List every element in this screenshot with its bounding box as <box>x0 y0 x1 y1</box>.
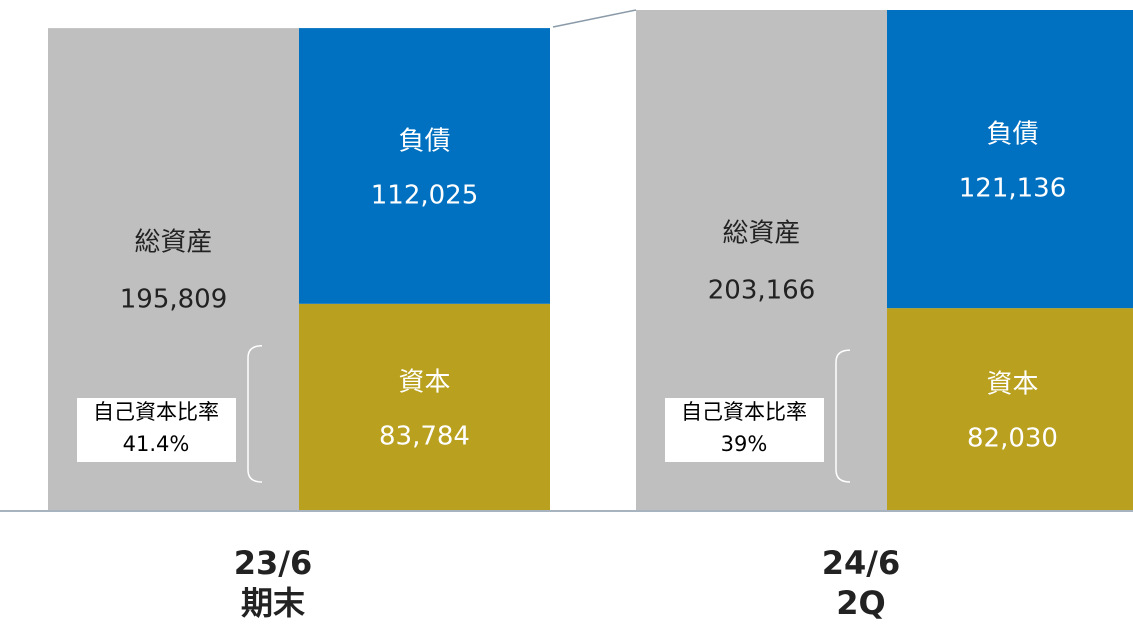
bracket <box>835 349 851 483</box>
total-value: 195,809 <box>120 285 228 315</box>
ratio-value: 41.4% <box>123 432 190 456</box>
ratio-name: 自己資本比率 <box>93 400 219 424</box>
ratio-name: 自己資本比率 <box>681 400 807 424</box>
x-tick-label: 24/6 <box>822 544 900 582</box>
total-name: 総資産 <box>722 219 800 249</box>
segment-value: 121,136 <box>959 174 1067 204</box>
segment-value: 112,025 <box>371 180 479 210</box>
x-tick-label: 23/6 <box>234 544 312 582</box>
ratio-box <box>77 398 236 462</box>
segment-name: 資本 <box>398 367 450 397</box>
bar-segment <box>887 10 1133 309</box>
total-value: 203,166 <box>708 276 816 306</box>
x-tick-label: 期末 <box>241 584 305 622</box>
bar-segment <box>887 308 1133 510</box>
segment-value: 82,030 <box>967 424 1058 454</box>
ratio-value: 39% <box>721 432 768 456</box>
x-tick-label: 2Q <box>836 584 885 622</box>
segment-name: 資本 <box>986 370 1038 400</box>
connector <box>552 9 637 28</box>
segment-name: 負債 <box>398 126 450 156</box>
segment-name: 負債 <box>986 120 1038 150</box>
bar-segment <box>299 303 550 510</box>
ratio-box <box>665 398 824 462</box>
segment-value: 83,784 <box>379 421 470 451</box>
total-name: 総資産 <box>134 228 212 258</box>
bracket <box>247 345 263 483</box>
bar-segment <box>299 28 550 304</box>
